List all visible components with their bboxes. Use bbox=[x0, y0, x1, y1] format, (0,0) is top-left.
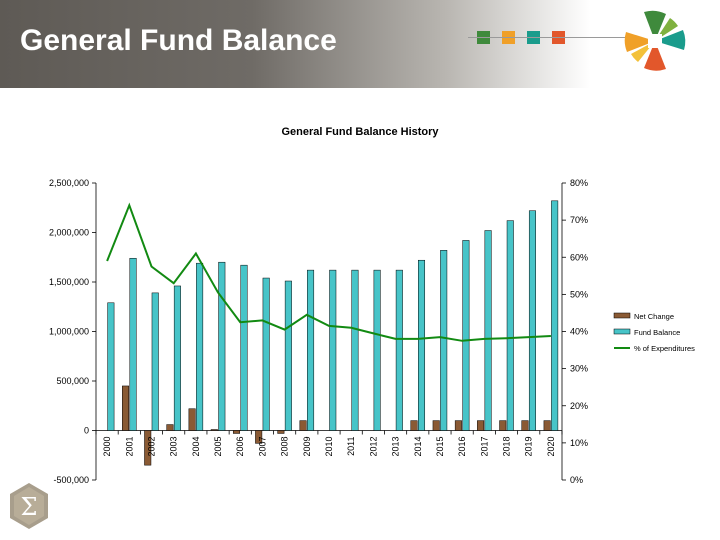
bar-net-change bbox=[144, 430, 152, 466]
svg-text:Σ: Σ bbox=[21, 493, 38, 521]
legend-fund-balance-label: Fund Balance bbox=[634, 328, 680, 337]
bar-fund-balance bbox=[196, 262, 204, 431]
line-pct-expenditures bbox=[106, 202, 551, 342]
x-tick-label: 2002 bbox=[146, 437, 156, 457]
y-right-tick-label: 70% bbox=[570, 215, 588, 225]
bar-fund-balance bbox=[151, 292, 159, 431]
y-right-tick-label: 80% bbox=[570, 178, 588, 188]
y-left-tick-label: 1,500,000 bbox=[49, 277, 89, 287]
x-tick-label: 2020 bbox=[546, 437, 556, 457]
x-tick-label: 2009 bbox=[302, 437, 312, 457]
bar-fund-balance bbox=[373, 269, 381, 431]
chart: General Fund Balance History -500,000 0 50… bbox=[49, 126, 695, 485]
bar-net-change bbox=[166, 424, 174, 431]
bar-net-change bbox=[277, 430, 285, 434]
bar-fund-balance bbox=[440, 250, 448, 431]
bar-net-change bbox=[255, 430, 263, 444]
x-tick-label: 2000 bbox=[102, 437, 112, 457]
x-tick-label: 2004 bbox=[191, 437, 201, 457]
y-left-tick-label: 2,500,000 bbox=[49, 178, 89, 188]
x-tick-label: 2006 bbox=[235, 437, 245, 457]
x-tick-label: 2003 bbox=[169, 437, 179, 457]
x-tick-label: 2008 bbox=[280, 437, 290, 457]
x-tick-label: 2013 bbox=[391, 437, 401, 457]
bar-fund-balance bbox=[506, 220, 514, 431]
bar-fund-balance bbox=[218, 261, 226, 431]
pinwheel-logo-icon bbox=[624, 10, 686, 71]
x-tick-label: 2010 bbox=[324, 437, 334, 457]
y-right-tick-label: 10% bbox=[570, 438, 588, 448]
y-left-tick-label: 1,000,000 bbox=[49, 327, 89, 337]
bar-net-change bbox=[122, 385, 130, 431]
page-title: General Fund Balance bbox=[20, 24, 337, 57]
sigma-icon: Σ bbox=[10, 483, 48, 529]
bar-net-change bbox=[543, 420, 551, 431]
y-left-tick-label: 0 bbox=[84, 426, 89, 436]
decorative-line bbox=[468, 37, 628, 38]
bar-net-change bbox=[410, 420, 418, 431]
bar-fund-balance bbox=[240, 264, 248, 431]
y-right-tick-label: 50% bbox=[570, 289, 588, 299]
header-banner: General Fund Balance bbox=[0, 0, 720, 88]
bar-net-change bbox=[232, 430, 240, 434]
bar-fund-balance bbox=[484, 230, 492, 431]
y-right-tick-label: 30% bbox=[570, 364, 588, 374]
chart-title: General Fund Balance History bbox=[281, 126, 439, 138]
bar-fund-balance bbox=[284, 280, 292, 431]
bar-fund-balance bbox=[262, 277, 270, 431]
y-right-tick-label: 60% bbox=[570, 252, 588, 262]
bar-net-change bbox=[521, 420, 529, 431]
bar-fund-balance bbox=[307, 269, 315, 431]
x-tick-label: 2014 bbox=[413, 437, 423, 457]
x-tick-label: 2019 bbox=[524, 437, 534, 457]
bar-fund-balance bbox=[129, 257, 137, 431]
x-tick-label: 2017 bbox=[479, 437, 489, 457]
x-tick-label: 2012 bbox=[368, 437, 378, 457]
legend-pct-expenditures-label: % of Expenditures bbox=[634, 344, 695, 353]
bar-net-change bbox=[188, 408, 196, 431]
bar-net-change bbox=[432, 420, 440, 431]
x-tick-label: 2011 bbox=[346, 437, 356, 456]
y-left-tick-label: -500,000 bbox=[53, 475, 89, 485]
x-tick-label: 2007 bbox=[257, 437, 267, 457]
x-tick-label: 2016 bbox=[457, 437, 467, 457]
bar-net-change bbox=[477, 420, 485, 431]
bar-fund-balance bbox=[528, 210, 536, 431]
bar-fund-balance bbox=[173, 285, 181, 431]
bar-fund-balance bbox=[551, 200, 559, 431]
legend: Net Change Fund Balance % of Expenditures bbox=[613, 312, 695, 353]
y-right-tick-label: 20% bbox=[570, 401, 588, 411]
bar-net-change bbox=[454, 420, 462, 431]
bar-fund-balance bbox=[351, 269, 359, 431]
y-left-tick-label: 500,000 bbox=[56, 376, 89, 386]
x-tick-label: 2001 bbox=[124, 437, 134, 457]
legend-net-change-swatch bbox=[613, 312, 631, 319]
x-tick-label: 2015 bbox=[435, 437, 445, 457]
bar-fund-balance bbox=[329, 269, 337, 431]
bar-fund-balance bbox=[418, 259, 426, 431]
bar-fund-balance bbox=[107, 302, 115, 431]
y-right-tick-label: 0% bbox=[570, 475, 583, 485]
legend-net-change-label: Net Change bbox=[634, 312, 674, 321]
bar-net-change bbox=[210, 429, 218, 431]
plot-area: -500,000 0 500,000 1,000,000 1,500,000 2,000,… bbox=[49, 178, 588, 485]
bar-net-change bbox=[299, 420, 307, 431]
bar-fund-balance bbox=[395, 269, 403, 431]
y-right-tick-label: 40% bbox=[570, 327, 588, 337]
bar-fund-balance bbox=[462, 240, 470, 431]
bar-net-change bbox=[499, 420, 507, 431]
y-left-tick-label: 2,000,000 bbox=[49, 228, 89, 238]
x-tick-label: 2005 bbox=[213, 437, 223, 457]
legend-fund-balance-swatch bbox=[613, 328, 631, 335]
x-tick-label: 2018 bbox=[502, 437, 512, 457]
